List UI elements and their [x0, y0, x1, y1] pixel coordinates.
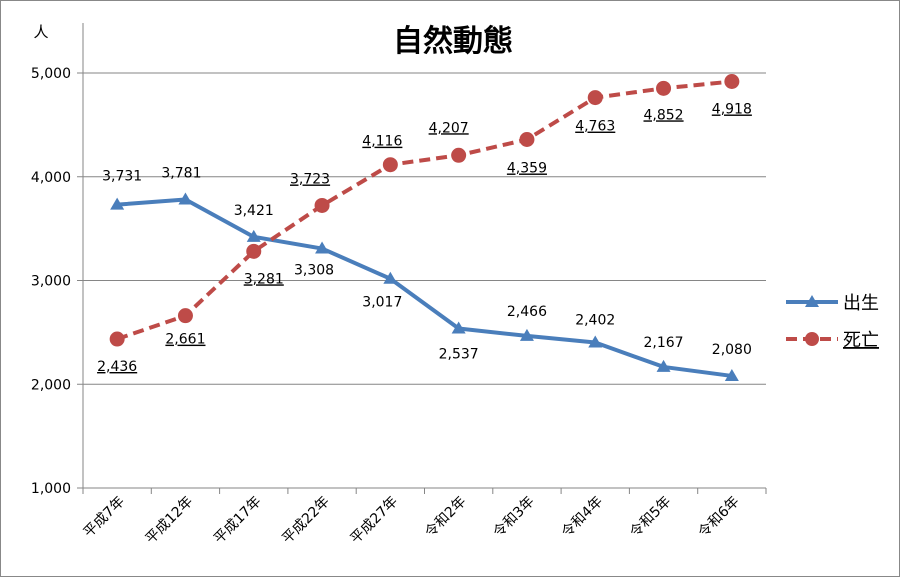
- x-tick-label: 令和2年: [422, 494, 469, 541]
- legend-label: 死亡: [843, 330, 879, 351]
- x-tick-label: 平成27年: [348, 494, 402, 548]
- data-label: 4,207: [429, 120, 469, 136]
- data-label: 4,763: [575, 119, 615, 135]
- data-label: 4,116: [362, 134, 402, 150]
- data-point-marker: [177, 308, 193, 324]
- series-line-births: [116, 197, 733, 378]
- data-label: 4,359: [507, 161, 547, 177]
- data-point-marker: [587, 90, 603, 106]
- legend-label: 出生: [843, 293, 879, 314]
- data-label: 4,852: [644, 107, 684, 123]
- y-axis-label: 人: [33, 23, 48, 41]
- data-label: 2,167: [644, 335, 684, 351]
- data-point-marker: [109, 331, 125, 347]
- data-point-marker: [110, 197, 125, 210]
- y-tick-label: 5,000: [31, 66, 71, 82]
- data-label: 3,731: [102, 169, 142, 185]
- chart-title: 自然動態: [393, 24, 513, 59]
- legend-triangle-icon: [805, 295, 819, 307]
- x-tick-label: 令和6年: [695, 494, 742, 541]
- data-point-marker: [451, 321, 466, 334]
- x-tick-label: 平成17年: [211, 494, 265, 548]
- data-label: 2,402: [575, 313, 615, 329]
- data-point-marker: [588, 335, 603, 348]
- data-label: 3,017: [362, 295, 402, 311]
- data-point-marker: [519, 132, 535, 148]
- data-point-marker: [724, 368, 739, 381]
- x-tick-label: 平成22年: [279, 494, 333, 548]
- data-point-marker: [246, 229, 261, 242]
- data-point-marker: [724, 74, 740, 90]
- data-label: 3,723: [290, 171, 330, 187]
- y-tick-label: 4,000: [31, 170, 71, 186]
- data-point-marker: [246, 243, 262, 259]
- data-point-marker: [656, 80, 672, 96]
- x-tick-label: 令和5年: [627, 494, 674, 541]
- data-label: 2,466: [507, 304, 547, 320]
- data-label: 2,080: [712, 342, 752, 358]
- legend-circle-icon: [805, 332, 819, 346]
- data-point-marker: [383, 271, 398, 284]
- y-tick-label: 3,000: [31, 274, 71, 290]
- series-line-deaths: [116, 79, 733, 341]
- data-point-marker: [178, 192, 193, 205]
- data-label: 3,281: [244, 271, 284, 287]
- x-tick-label: 平成7年: [81, 494, 128, 541]
- data-point-marker: [656, 359, 671, 372]
- y-tick-label: 2,000: [31, 377, 71, 393]
- data-label: 2,436: [97, 359, 137, 375]
- data-label: 3,308: [294, 263, 334, 279]
- x-tick-label: 令和4年: [559, 494, 606, 541]
- data-label: 4,918: [712, 102, 752, 118]
- data-label: 2,661: [165, 332, 205, 348]
- data-label: 3,781: [161, 165, 201, 181]
- x-tick-label: 令和3年: [490, 494, 537, 541]
- data-point-marker: [519, 328, 534, 341]
- data-label: 3,421: [234, 203, 274, 219]
- data-point-marker: [314, 197, 330, 213]
- data-point-marker: [315, 241, 330, 254]
- data-label: 2,537: [439, 347, 479, 363]
- data-point-marker: [451, 147, 467, 163]
- data-point-marker: [382, 157, 398, 173]
- y-tick-label: 1,000: [31, 481, 71, 497]
- x-tick-label: 平成12年: [143, 494, 197, 548]
